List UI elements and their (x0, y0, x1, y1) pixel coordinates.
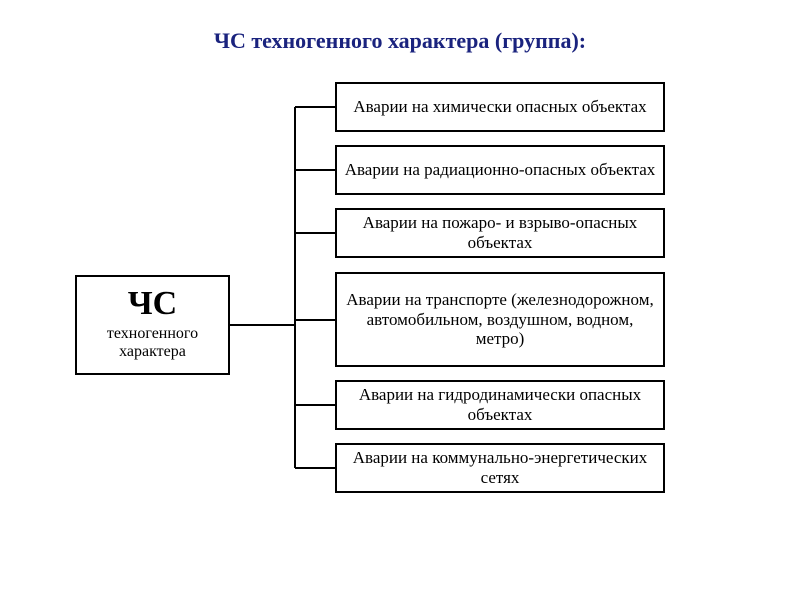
item-node-2: Аварии на пожаро- и взрыво-опасных объек… (335, 208, 665, 258)
item-node-5: Аварии на коммунально-энергетических сет… (335, 443, 665, 493)
item-node-1: Аварии на радиационно-опасных объектах (335, 145, 665, 195)
root-node: ЧС техногенного характера (75, 275, 230, 375)
item-node-3: Аварии на транспорте (железнодорожном, а… (335, 272, 665, 367)
item-node-4: Аварии на гидродинамически опасных объек… (335, 380, 665, 430)
root-main-label: ЧС (83, 285, 222, 323)
root-sub-label: техногенного характера (83, 325, 222, 361)
diagram-title: ЧС техногенного характера (группа): (0, 28, 800, 54)
item-node-0: Аварии на химически опасных объектах (335, 82, 665, 132)
